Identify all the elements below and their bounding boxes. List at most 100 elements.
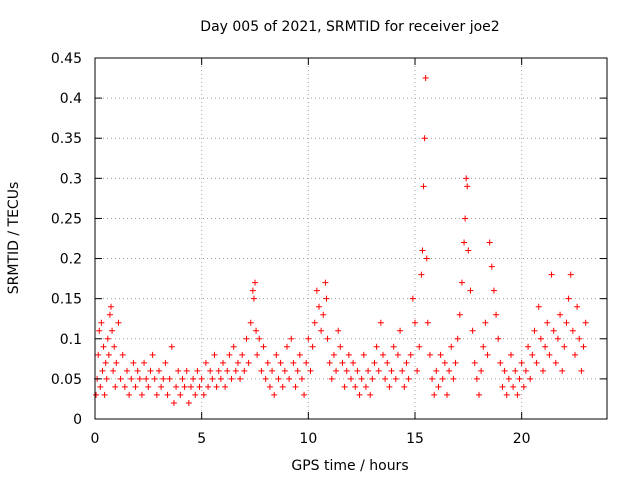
data-point-marker bbox=[250, 295, 257, 302]
data-point-marker bbox=[269, 367, 276, 374]
data-point-marker bbox=[232, 367, 239, 374]
data-point-marker bbox=[292, 383, 299, 390]
data-point-marker bbox=[429, 375, 436, 382]
data-point-marker bbox=[529, 351, 536, 358]
data-point-marker bbox=[362, 383, 369, 390]
data-point-marker bbox=[488, 263, 495, 270]
data-point-marker bbox=[516, 375, 523, 382]
data-point-marker bbox=[473, 375, 480, 382]
data-point-marker bbox=[422, 75, 429, 82]
data-point-marker bbox=[499, 383, 506, 390]
y-tick-label: 0.25 bbox=[51, 211, 82, 227]
data-point-marker bbox=[224, 367, 231, 374]
data-point-marker bbox=[149, 351, 156, 358]
data-point-marker bbox=[202, 359, 209, 366]
data-point-marker bbox=[254, 351, 261, 358]
data-point-marker bbox=[166, 375, 173, 382]
data-point-marker bbox=[421, 135, 428, 142]
data-point-marker bbox=[386, 383, 393, 390]
y-axis-label: SRMTID / TECUs bbox=[6, 182, 22, 295]
data-point-marker bbox=[158, 383, 165, 390]
data-point-marker bbox=[98, 319, 105, 326]
y-tick-label: 0.45 bbox=[51, 51, 82, 67]
data-point-marker bbox=[439, 375, 446, 382]
data-point-marker bbox=[462, 215, 469, 222]
data-point-marker bbox=[503, 391, 510, 398]
data-point-marker bbox=[104, 335, 111, 342]
data-point-marker bbox=[211, 351, 218, 358]
data-point-marker bbox=[441, 359, 448, 366]
y-tick-label: 0.15 bbox=[51, 292, 82, 308]
data-point-marker bbox=[311, 319, 318, 326]
data-point-marker bbox=[390, 343, 397, 350]
data-point-marker bbox=[124, 367, 130, 374]
data-point-marker bbox=[294, 367, 301, 374]
data-point-marker bbox=[548, 271, 555, 278]
data-point-marker bbox=[239, 351, 246, 358]
data-point-marker bbox=[335, 327, 342, 334]
data-point-marker bbox=[535, 303, 542, 310]
data-point-marker bbox=[537, 335, 544, 342]
data-point-marker bbox=[322, 279, 329, 286]
data-point-marker bbox=[226, 351, 233, 358]
data-point-marker bbox=[305, 335, 312, 342]
data-point-marker bbox=[380, 351, 386, 358]
data-point-marker bbox=[412, 319, 418, 326]
data-point-marker bbox=[337, 343, 344, 350]
data-point-marker bbox=[418, 271, 425, 278]
data-point-marker bbox=[465, 247, 472, 254]
data-point-marker bbox=[377, 319, 384, 326]
data-point-marker bbox=[388, 367, 395, 374]
data-point-marker bbox=[424, 319, 431, 326]
data-point-marker bbox=[444, 391, 450, 398]
data-point-marker bbox=[476, 391, 482, 398]
data-point-marker bbox=[156, 367, 162, 374]
data-point-marker bbox=[130, 359, 137, 366]
data-point-marker bbox=[253, 327, 260, 334]
data-point-marker bbox=[423, 255, 430, 262]
data-point-marker bbox=[339, 359, 346, 366]
data-point-marker bbox=[416, 343, 423, 350]
data-point-marker bbox=[323, 295, 330, 302]
data-point-marker bbox=[382, 375, 389, 382]
data-point-marker bbox=[356, 391, 363, 398]
data-point-marker bbox=[237, 375, 244, 382]
data-point-marker bbox=[110, 367, 117, 374]
data-point-marker bbox=[369, 375, 376, 382]
data-point-marker bbox=[170, 399, 177, 406]
data-point-marker bbox=[309, 343, 316, 350]
data-point-marker bbox=[371, 359, 378, 366]
data-point-marker bbox=[175, 367, 182, 374]
data-point-marker bbox=[358, 375, 365, 382]
data-point-marker bbox=[484, 351, 491, 358]
data-point-marker bbox=[397, 327, 404, 334]
data-point-marker bbox=[554, 335, 561, 342]
data-point-marker bbox=[301, 391, 308, 398]
data-point-marker bbox=[437, 351, 444, 358]
data-point-marker bbox=[245, 359, 252, 366]
data-point-marker bbox=[102, 359, 109, 366]
data-point-marker bbox=[559, 367, 566, 374]
gridlines bbox=[95, 58, 607, 419]
data-point-marker bbox=[247, 319, 254, 326]
data-point-marker bbox=[273, 351, 280, 358]
data-point-marker bbox=[215, 367, 222, 374]
data-point-marker bbox=[260, 343, 267, 350]
data-point-marker bbox=[313, 287, 320, 294]
data-point-marker bbox=[213, 383, 220, 390]
data-point-marker bbox=[501, 367, 508, 374]
data-point-marker bbox=[330, 351, 337, 358]
data-point-marker bbox=[578, 367, 585, 374]
data-point-marker bbox=[433, 367, 440, 374]
data-point-marker bbox=[452, 359, 459, 366]
data-point-marker bbox=[177, 391, 184, 398]
data-point-marker bbox=[101, 391, 108, 398]
data-point-marker bbox=[495, 335, 502, 342]
data-point-marker bbox=[217, 375, 224, 382]
data-point-marker bbox=[469, 327, 476, 334]
data-point-marker bbox=[409, 295, 416, 302]
data-point-marker bbox=[354, 367, 361, 374]
data-point-marker bbox=[279, 383, 286, 390]
data-point-marker bbox=[394, 351, 401, 358]
